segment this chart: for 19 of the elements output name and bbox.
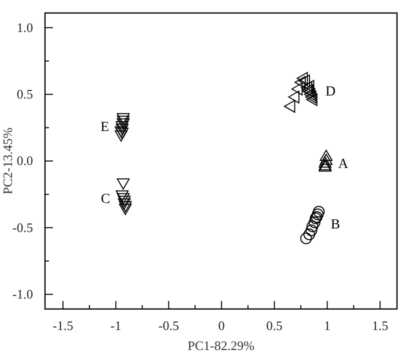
y-tick-label: 1.0 — [16, 20, 33, 35]
x-tick-label: 1.5 — [372, 318, 388, 334]
series-label: D — [325, 84, 336, 100]
y-tick-label: -1.0 — [12, 286, 33, 302]
series-label: C — [100, 192, 110, 208]
y-axis-title: PC2-13.45% — [0, 127, 15, 194]
x-tick-label: 1 — [324, 318, 330, 334]
y-tick-label: -0.5 — [12, 220, 33, 235]
x-tick-label: -0.5 — [158, 318, 179, 334]
series-label: E — [100, 120, 110, 135]
x-tick-label: 0 — [218, 318, 225, 334]
x-tick-label: -1 — [110, 318, 122, 334]
x-axis-title: PC1-82.29% — [188, 338, 255, 353]
series-label: A — [338, 157, 350, 172]
y-tick-label: 0.0 — [16, 153, 33, 168]
x-tick-label: -1.5 — [52, 318, 74, 334]
x-tick-label: 0.5 — [266, 318, 283, 334]
series-label: B — [330, 218, 340, 233]
y-tick-label: 0.5 — [16, 86, 33, 102]
